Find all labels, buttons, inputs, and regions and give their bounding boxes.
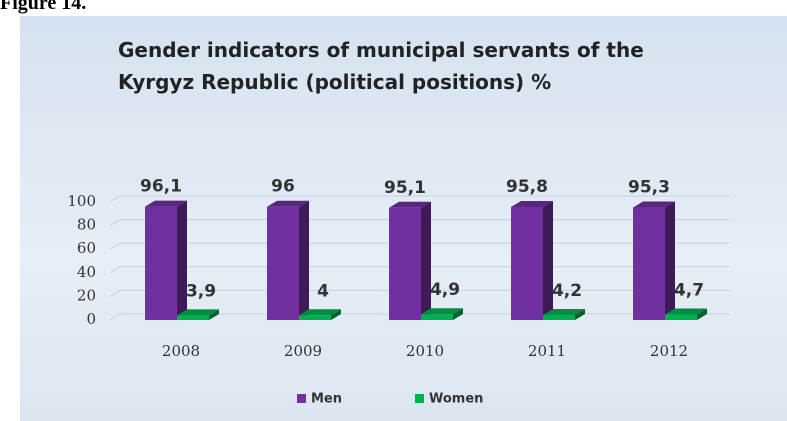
bar-side [665,201,675,320]
bar [543,309,585,320]
data-label: 4,2 [552,281,582,301]
data-label: 96 [271,177,295,197]
bar-side [543,200,553,320]
y-tick-label: 20 [77,286,96,304]
data-label: 3,9 [186,281,216,301]
bar [511,200,553,320]
bar-top [633,201,675,208]
bar-side [299,200,309,320]
bar-top [421,308,463,315]
y-tick-label: 60 [77,239,96,257]
legend-swatch [297,394,306,403]
x-tick-label: 2008 [162,342,200,360]
bar-side [177,200,187,320]
bar [177,309,219,320]
y-tick-label: 100 [67,192,96,210]
y-tick-label: 80 [77,216,96,234]
bar-top [177,309,219,316]
bar-top [267,200,309,207]
bar-front [421,314,453,320]
x-tick-label: 2011 [528,342,566,360]
bar [299,309,341,320]
data-label: 95,3 [628,178,670,198]
bar-top [145,200,187,207]
chart-title: Gender indicators of municipal servants … [118,38,644,94]
data-label: 95,8 [506,177,548,197]
bar-front [511,206,543,320]
bar-front [543,315,575,320]
y-tick-label: 0 [86,310,96,328]
bar-front [177,315,209,320]
x-tick-label: 2009 [284,342,322,360]
bar-front [145,206,177,320]
bar-front [299,315,331,320]
legend-label: Women [429,392,483,407]
legend-label: Men [311,392,342,407]
x-tick-label: 2012 [650,342,688,360]
grid-line [109,195,730,203]
bar-side [421,201,431,320]
bar-side [331,309,341,320]
bar [633,201,675,320]
data-label: 4,7 [674,280,704,300]
data-label: 4,9 [430,280,460,300]
bar-front [633,207,665,320]
bar [421,308,463,320]
data-label: 95,1 [384,178,426,198]
bar-front [389,207,421,320]
data-label: 4 [317,281,329,301]
bar-side [453,308,463,320]
bar-side [575,309,585,320]
bar [389,201,431,320]
figure-label: Figure 14. [0,0,87,14]
bar-front [267,206,299,320]
bar-side [209,309,219,320]
bar-top [389,201,431,208]
bar [267,200,309,320]
bar [665,308,707,320]
bar-top [543,309,585,316]
bar-front [665,314,697,320]
bar-side [697,308,707,320]
bar-top [665,308,707,315]
bar-top [511,200,553,207]
bar-top [299,309,341,316]
legend-swatch [415,394,424,403]
x-tick-label: 2010 [406,342,444,360]
data-label: 96,1 [140,177,182,197]
y-tick-label: 40 [77,263,96,281]
bar [145,200,187,320]
